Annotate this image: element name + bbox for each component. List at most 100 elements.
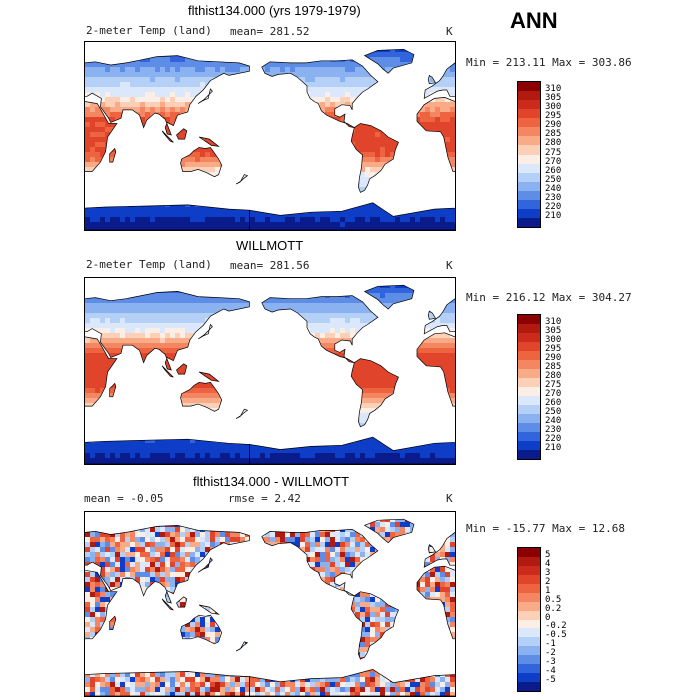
colorbar-swatch <box>518 154 540 164</box>
colorbar-tick-label: 220 <box>545 201 562 212</box>
panel-2-colorbar <box>517 314 541 460</box>
colorbar-tick-label: 240 <box>545 416 562 426</box>
colorbar-swatch <box>518 565 540 575</box>
colorbar-tick-label: 260 <box>545 398 562 408</box>
land-field <box>85 285 455 464</box>
colorbar-tick-label: 250 <box>545 407 562 417</box>
panel-1-colorbar <box>517 81 541 228</box>
colorbar-swatch <box>518 450 540 459</box>
colorbar-swatch <box>518 610 540 620</box>
colorbar-tick-label: -5 <box>545 675 556 686</box>
colorbar-swatch <box>518 163 540 173</box>
colorbar-swatch <box>518 208 540 218</box>
colorbar-tick-label: 310 <box>545 84 562 95</box>
panel-1-variable-label: 2-meter Temp (land) <box>86 24 212 37</box>
colorbar-swatch <box>518 423 540 432</box>
colorbar-swatch <box>518 199 540 209</box>
colorbar-swatch <box>518 637 540 647</box>
colorbar-tick-label: 295 <box>545 111 562 122</box>
panel-2-variable-label: 2-meter Temp (land) <box>86 258 212 271</box>
colorbar-tick-label: 275 <box>545 147 562 158</box>
colorbar-tick-label: 210 <box>545 443 562 453</box>
colorbar-tick-label: 300 <box>545 102 562 113</box>
panel-1-colorbar-labels: 310 305 300 295 290 285 280 275 270 260 250 240 230 2… <box>545 81 585 226</box>
panel-3-map <box>84 511 456 697</box>
land-field <box>85 519 455 696</box>
panel-2-colorbar-labels: 310 305 300 295 290 285 280 275 270 260 250 240 230 2… <box>545 314 585 458</box>
colorbar-swatch <box>518 369 540 378</box>
colorbar-tick-label: 310 <box>545 317 562 327</box>
colorbar-tick-label: 230 <box>545 192 562 203</box>
colorbar-tick-label: 290 <box>545 353 562 363</box>
colorbar-tick-label: -2 <box>545 648 556 659</box>
coastlines <box>85 518 455 696</box>
colorbar-swatch <box>518 351 540 360</box>
panel-3-title: flthist134.000 - WILLMOTT <box>193 474 350 489</box>
colorbar-swatch <box>518 315 540 324</box>
panel-3-rmse-label: rmse = 2.42 <box>228 492 301 505</box>
colorbar-tick-label: 305 <box>545 326 562 336</box>
colorbar-tick-label: -0.2 <box>545 621 567 632</box>
colorbar-swatch <box>518 181 540 191</box>
colorbar-tick-label: 1 <box>545 585 551 596</box>
season-label: ANN <box>510 8 558 33</box>
colorbar-swatch <box>518 118 540 128</box>
colorbar-tick-label: 230 <box>545 425 562 435</box>
colorbar-tick-label: 270 <box>545 389 562 399</box>
panel-2-title: WILLMOTT <box>236 238 304 253</box>
colorbar-tick-label: -3 <box>545 657 556 668</box>
panel-2-mean-label: mean= 281.56 <box>230 259 310 272</box>
panel-1-map <box>84 41 456 231</box>
colorbar-tick-label: 270 <box>545 156 562 167</box>
colorbar-tick-label: 0 <box>545 612 551 623</box>
colorbar-tick-label: 220 <box>545 434 562 444</box>
colorbar-swatch <box>518 217 540 227</box>
colorbar-tick-label: 280 <box>545 371 562 381</box>
colorbar-swatch <box>518 405 540 414</box>
colorbar-swatch <box>518 190 540 200</box>
coastlines <box>85 284 455 464</box>
panel-3-colorbar <box>517 547 541 692</box>
colorbar-swatch <box>518 583 540 593</box>
colorbar-tick-label: 260 <box>545 165 562 176</box>
colorbar-swatch <box>518 396 540 405</box>
colorbar-tick-label: 275 <box>545 380 562 390</box>
colorbar-swatch <box>518 360 540 369</box>
colorbar-swatch <box>518 664 540 674</box>
colorbar-swatch <box>518 342 540 351</box>
colorbar-swatch <box>518 432 540 441</box>
colorbar-tick-label: 285 <box>545 362 562 372</box>
colorbar-tick-label: -4 <box>545 666 556 677</box>
colorbar-swatch <box>518 592 540 602</box>
colorbar-swatch <box>518 441 540 450</box>
colorbar-tick-label: 285 <box>545 129 562 140</box>
panel-2-map-svg <box>85 284 455 464</box>
colorbar-tick-label: 300 <box>545 335 562 345</box>
panel-1-units-label: K <box>446 25 453 38</box>
colorbar-tick-label: 0.2 <box>545 603 562 614</box>
panel-1-mean-label: mean= 281.52 <box>230 25 310 38</box>
colorbar-swatch <box>518 574 540 584</box>
panel-3-min-max: Min = -15.77 Max = 12.68 <box>466 522 625 535</box>
colorbar-tick-label: 5 <box>545 549 551 560</box>
colorbar-swatch <box>518 619 540 629</box>
colorbar-swatch <box>518 548 540 557</box>
colorbar-tick-label: 290 <box>545 120 562 131</box>
colorbar-swatch <box>518 682 540 691</box>
colorbar-swatch <box>518 646 540 656</box>
colorbar-swatch <box>518 145 540 155</box>
colorbar-swatch <box>518 655 540 665</box>
land-field <box>85 49 455 230</box>
colorbar-swatch <box>518 127 540 137</box>
colorbar-swatch <box>518 556 540 566</box>
colorbar-swatch <box>518 172 540 182</box>
colorbar-tick-label: 295 <box>545 344 562 354</box>
colorbar-tick-label: 0.5 <box>545 594 562 605</box>
panel-2-map <box>84 277 456 465</box>
panel-1-map-svg <box>85 48 455 230</box>
colorbar-tick-label: 240 <box>545 183 562 194</box>
colorbar-swatch <box>518 91 540 101</box>
colorbar-tick-label: 3 <box>545 567 551 578</box>
panel-2-min-max: Min = 216.12 Max = 304.27 <box>466 291 632 304</box>
colorbar-swatch <box>518 628 540 638</box>
